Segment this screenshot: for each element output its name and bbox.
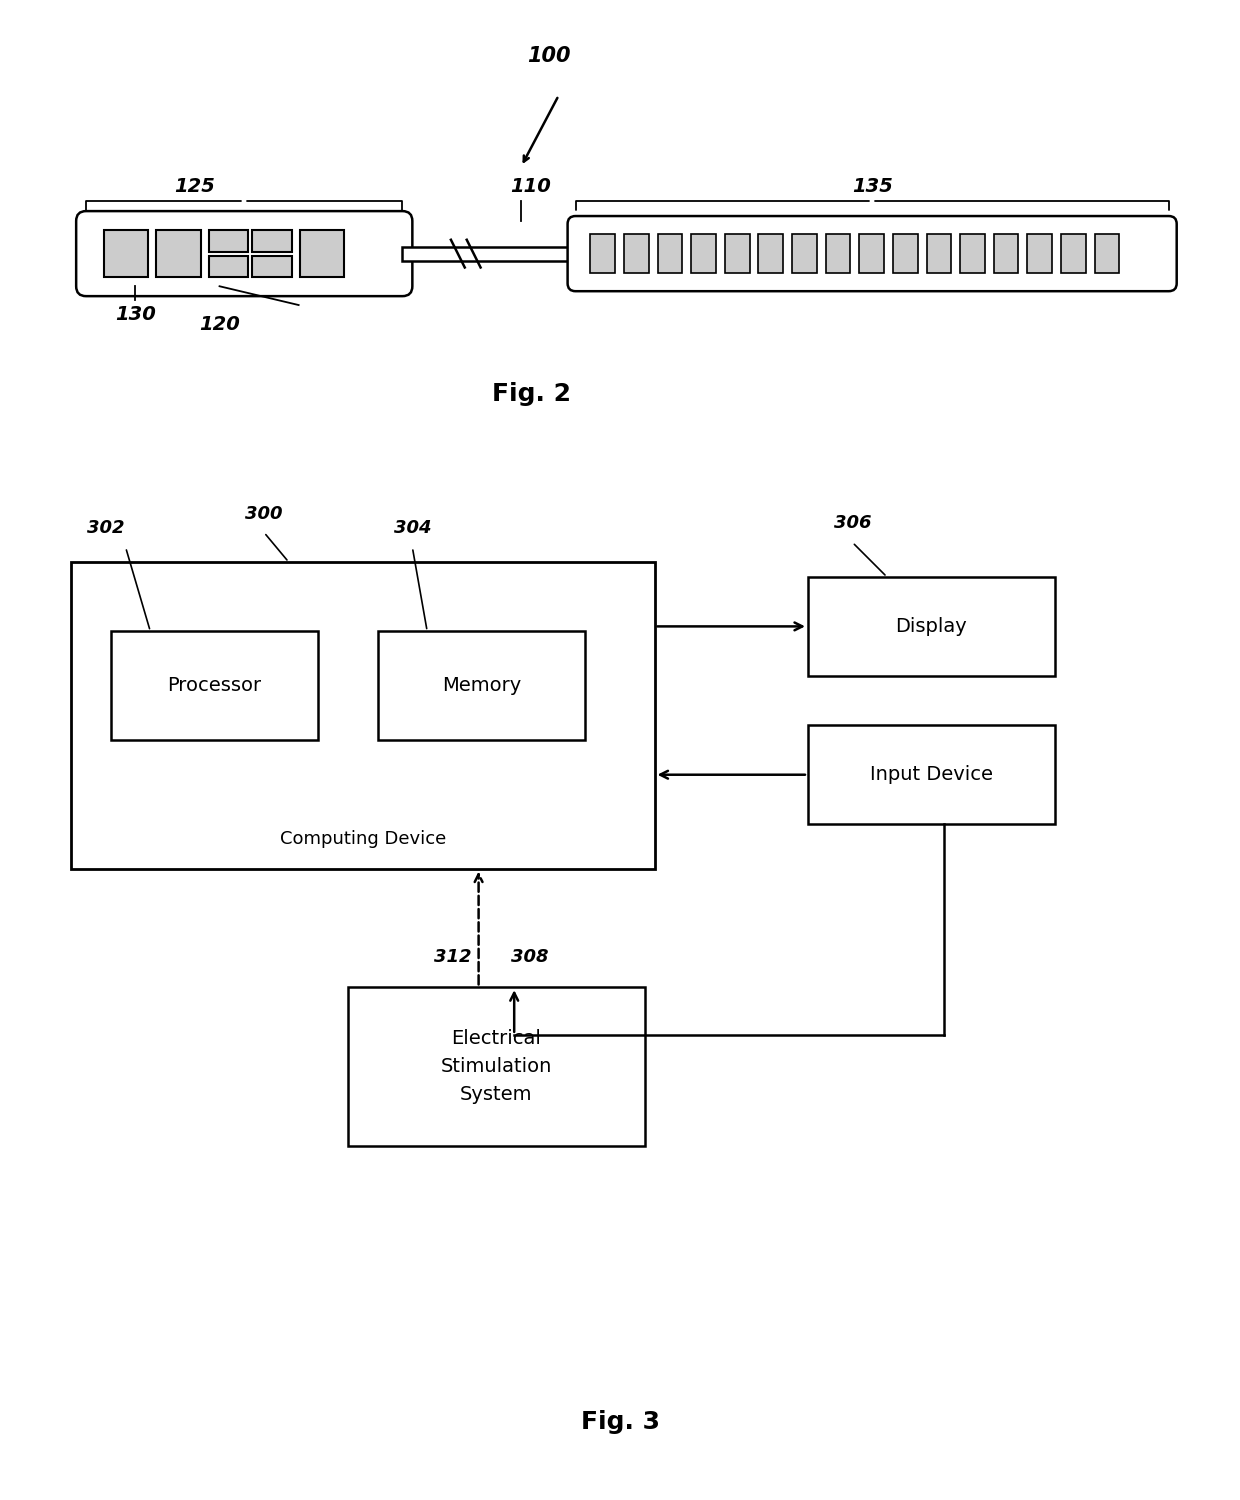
- Bar: [926, 234, 951, 273]
- FancyBboxPatch shape: [568, 216, 1177, 291]
- Bar: [657, 234, 682, 273]
- Text: Processor: Processor: [167, 676, 262, 694]
- Text: Fig. 2: Fig. 2: [491, 382, 570, 406]
- Bar: [71, 562, 655, 868]
- Text: 300: 300: [246, 504, 283, 522]
- Bar: [859, 234, 884, 273]
- Text: 100: 100: [527, 46, 570, 66]
- Text: 312: 312: [434, 948, 471, 966]
- Text: 302: 302: [87, 519, 124, 537]
- Bar: [208, 255, 248, 278]
- FancyBboxPatch shape: [76, 211, 413, 296]
- Bar: [156, 230, 201, 278]
- Text: 304: 304: [393, 519, 432, 537]
- Bar: [403, 246, 575, 261]
- Bar: [759, 234, 784, 273]
- Bar: [208, 230, 248, 252]
- Text: 306: 306: [833, 514, 872, 532]
- Bar: [808, 726, 1055, 824]
- Bar: [792, 234, 817, 273]
- Bar: [104, 230, 149, 278]
- Text: Electrical
Stimulation
System: Electrical Stimulation System: [440, 1029, 552, 1104]
- Bar: [691, 234, 715, 273]
- Text: 135: 135: [852, 177, 893, 197]
- Bar: [624, 234, 649, 273]
- Bar: [993, 234, 1018, 273]
- Bar: [725, 234, 749, 273]
- Bar: [300, 230, 345, 278]
- Bar: [110, 632, 319, 740]
- Text: Input Device: Input Device: [870, 765, 993, 784]
- Text: Memory: Memory: [441, 676, 521, 694]
- Bar: [590, 234, 615, 273]
- Bar: [1095, 234, 1120, 273]
- Bar: [378, 632, 585, 740]
- Text: Fig. 3: Fig. 3: [580, 1410, 660, 1434]
- Text: 308: 308: [511, 948, 549, 966]
- Bar: [348, 987, 645, 1146]
- Text: 120: 120: [200, 315, 241, 334]
- Text: Display: Display: [895, 616, 967, 636]
- FancyBboxPatch shape: [76, 211, 413, 296]
- Text: Computing Device: Computing Device: [280, 830, 446, 848]
- Text: 110: 110: [511, 177, 552, 197]
- Bar: [252, 255, 291, 278]
- Bar: [960, 234, 985, 273]
- Bar: [1061, 234, 1086, 273]
- Bar: [1028, 234, 1052, 273]
- Bar: [826, 234, 851, 273]
- Text: 130: 130: [115, 304, 156, 324]
- FancyBboxPatch shape: [568, 216, 1177, 291]
- Bar: [808, 578, 1055, 676]
- Text: 125: 125: [175, 177, 216, 197]
- Bar: [252, 230, 291, 252]
- Bar: [893, 234, 918, 273]
